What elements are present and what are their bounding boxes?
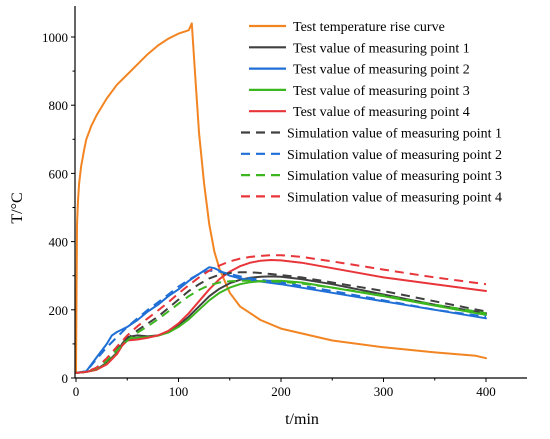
legend: Test temperature rise curve Test value of… bbox=[241, 20, 502, 205]
y-tick-label: 600 bbox=[49, 166, 69, 181]
x-tick-label: 300 bbox=[374, 384, 394, 399]
legend-label-5: Test value of measuring point 4 bbox=[293, 105, 470, 120]
legend-label-4: Test value of measuring point 3 bbox=[293, 84, 470, 99]
y-tick-label: 0 bbox=[62, 371, 69, 386]
x-tick-label: 100 bbox=[169, 384, 189, 399]
series-line-9 bbox=[75, 254, 487, 374]
series-line-7 bbox=[75, 269, 487, 374]
legend-label-9: Simulation value of measuring point 4 bbox=[287, 190, 502, 205]
y-tick-label: 800 bbox=[49, 98, 69, 113]
series-line-8 bbox=[75, 279, 487, 374]
axes bbox=[74, 6, 527, 379]
legend-label-7: Simulation value of measuring point 2 bbox=[287, 148, 502, 163]
series-line-1 bbox=[75, 22, 487, 374]
legend-label-2: Test value of measuring point 1 bbox=[293, 41, 470, 56]
y-tick-label: 200 bbox=[49, 303, 69, 318]
x-tick-label: 400 bbox=[476, 384, 496, 399]
plot-lines bbox=[75, 22, 487, 374]
y-tick-label: 400 bbox=[49, 235, 69, 250]
series-line-6 bbox=[75, 271, 487, 374]
x-tick-label: 200 bbox=[271, 384, 291, 399]
y-tick-label: 1000 bbox=[42, 30, 68, 45]
legend-label-3: Test value of measuring point 2 bbox=[293, 63, 470, 78]
legend-label-6: Simulation value of measuring point 1 bbox=[287, 127, 502, 142]
x-axis-title: t/min bbox=[285, 411, 319, 428]
legend-label-1: Test temperature rise curve bbox=[293, 20, 445, 35]
legend-label-8: Simulation value of measuring point 3 bbox=[287, 169, 502, 184]
series-line-5 bbox=[75, 259, 487, 374]
series-line-2 bbox=[75, 275, 487, 374]
y-axis-title: T/°C bbox=[9, 192, 26, 223]
x-tick-label: 0 bbox=[73, 384, 80, 399]
tick-labels: 0 100 200 300 400 0 200 400 600 800 1000 bbox=[42, 30, 496, 399]
